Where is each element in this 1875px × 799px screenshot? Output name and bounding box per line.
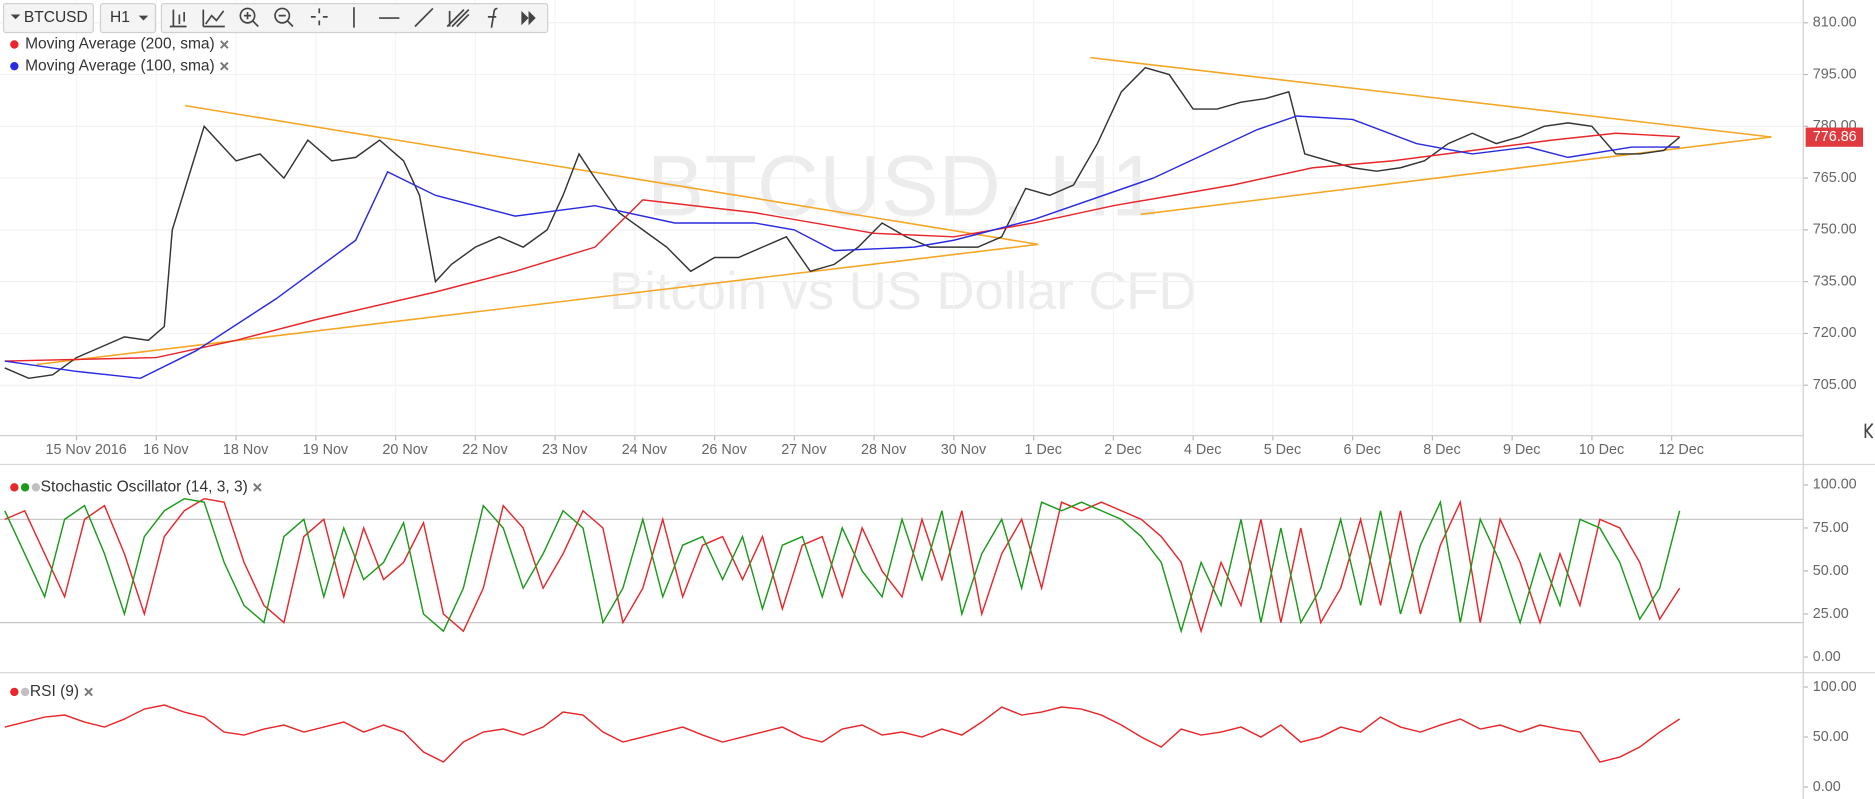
- y-tick-label: 50.00: [1813, 729, 1849, 745]
- last-price-label: 776.86: [1813, 129, 1857, 145]
- x-tick-label: 2 Dec: [1104, 442, 1141, 458]
- legend-dot: [10, 61, 19, 71]
- x-tick-label: 15 Nov 2016: [45, 442, 126, 458]
- zoom-out-minus: [278, 14, 294, 28]
- symbol-caret: [10, 14, 21, 20]
- y-tick-label: 75.00: [1813, 520, 1849, 536]
- y-tick-label: 50.00: [1813, 563, 1849, 579]
- y-tick-label: 100.00: [1813, 679, 1857, 695]
- series-line: [4, 132, 1680, 362]
- crosshair-icon[interactable]: [310, 8, 328, 26]
- trend-line: [1140, 136, 1772, 216]
- remove-icon[interactable]: [220, 61, 229, 71]
- zoom-out-icon[interactable]: [274, 7, 291, 24]
- y-tick-label: 25.00: [1813, 606, 1849, 622]
- x-tick-label: 6 Dec: [1343, 442, 1380, 458]
- remove-icon[interactable]: [253, 483, 262, 492]
- x-tick-label: 18 Nov: [223, 442, 269, 458]
- x-tick-label: 1 Dec: [1024, 442, 1061, 458]
- trend-line: [36, 243, 1039, 366]
- legend-dot: [20, 687, 30, 697]
- x-tick-label: 5 Dec: [1264, 442, 1301, 458]
- legend-dot: [10, 483, 19, 492]
- y-tick-label: 795.00: [1813, 66, 1857, 82]
- toolbar: BTCUSD H1: [2, 3, 549, 34]
- zoom-in-plus: [243, 12, 259, 28]
- watermark: BTCUSD, H1 Bitcoin vs US Dollar CFD: [609, 138, 1196, 321]
- y-tick-label: 100.00: [1813, 477, 1857, 493]
- interval-caret: [138, 15, 149, 21]
- y-tick-label: 765.00: [1813, 170, 1857, 186]
- legend-label: Moving Average (100, sma): [25, 57, 215, 74]
- series-line: [4, 497, 1681, 634]
- y-tick-label: 750.00: [1813, 222, 1857, 238]
- trend-line-icon[interactable]: [414, 7, 434, 28]
- y-tick-label: 735.00: [1813, 273, 1857, 289]
- y-tick-label: 720.00: [1813, 325, 1857, 341]
- y-tick-label: 810.00: [1813, 15, 1857, 31]
- x-tick-label: 19 Nov: [303, 442, 349, 458]
- remove-icon[interactable]: [84, 687, 93, 697]
- trend-line: [1090, 56, 1772, 138]
- x-tick-label: 8 Dec: [1423, 442, 1460, 458]
- bars-icon[interactable]: [169, 9, 187, 28]
- panel-title: RSI (9): [30, 683, 79, 700]
- y-tick-label: 0.00: [1813, 649, 1841, 665]
- x-tick-label: 26 Nov: [701, 442, 747, 458]
- legend-label: Moving Average (200, sma): [25, 36, 215, 53]
- legend-dot: [10, 40, 19, 49]
- x-tick-label: 27 Nov: [781, 442, 827, 458]
- y-tick-label: 0.00: [1813, 779, 1841, 795]
- interval-button[interactable]: [99, 3, 157, 34]
- trend-line: [184, 104, 1039, 246]
- fibonacci-icon[interactable]: [446, 9, 470, 28]
- interval: H1: [110, 9, 130, 26]
- series-line: [4, 115, 1680, 380]
- x-tick-label: 24 Nov: [622, 442, 668, 458]
- function-icon[interactable]: [487, 7, 498, 28]
- x-tick-label: 23 Nov: [542, 442, 588, 458]
- line-icon[interactable]: [202, 9, 225, 28]
- x-tick-label: 9 Dec: [1503, 442, 1540, 458]
- symbol-button[interactable]: [2, 3, 94, 34]
- legend-dot: [31, 483, 41, 492]
- series-line: [4, 704, 1681, 763]
- last-price-marker: [1805, 127, 1864, 147]
- scroll-end-icon[interactable]: [1864, 423, 1874, 439]
- x-tick-label: 10 Dec: [1579, 442, 1624, 458]
- series-line: [4, 66, 1681, 380]
- remove-icon[interactable]: [220, 40, 229, 49]
- x-tick-label: 30 Nov: [941, 442, 987, 458]
- y-tick-label: 705.00: [1813, 377, 1857, 393]
- x-tick-label: 22 Nov: [462, 442, 508, 458]
- series-line: [4, 497, 1681, 634]
- watermark-subtitle: Bitcoin vs US Dollar CFD: [609, 262, 1196, 321]
- x-tick-label: 20 Nov: [382, 442, 428, 458]
- legend-dot: [20, 483, 30, 492]
- x-tick-label: 28 Nov: [861, 442, 907, 458]
- x-tick-label: 16 Nov: [143, 442, 189, 458]
- x-tick-label: 12 Dec: [1659, 442, 1704, 458]
- legend-dot: [10, 687, 19, 697]
- panel-title: Stochastic Oscillator (14, 3, 3): [41, 478, 248, 495]
- watermark-title: BTCUSD, H1: [647, 138, 1159, 234]
- symbol: BTCUSD: [24, 9, 88, 26]
- zoom-in-icon[interactable]: [239, 7, 256, 24]
- x-tick-label: 4 Dec: [1184, 442, 1221, 458]
